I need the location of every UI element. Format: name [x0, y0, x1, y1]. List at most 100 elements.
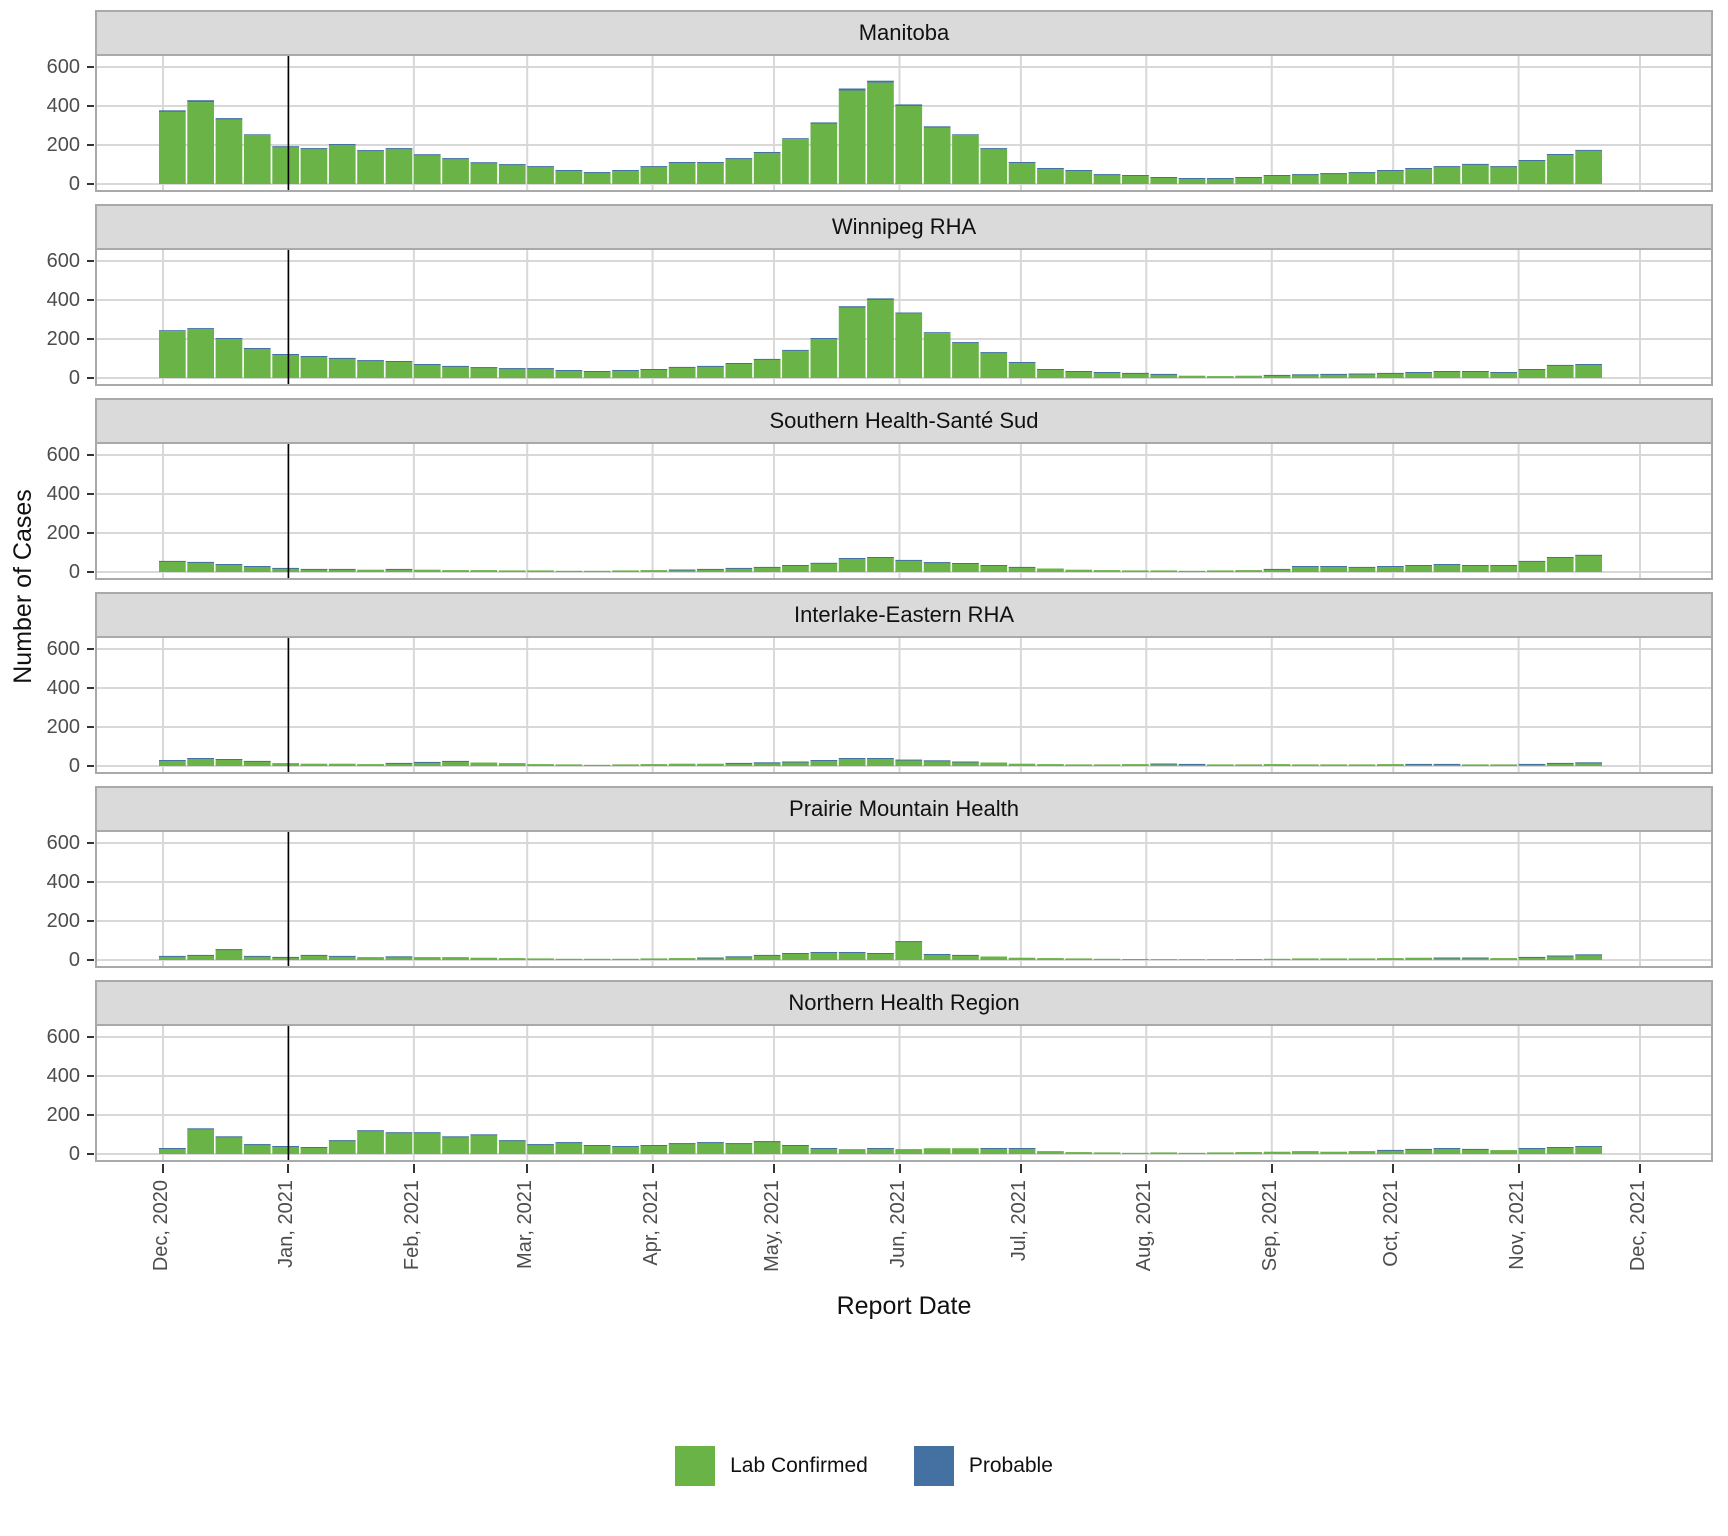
y-axis-tick: [87, 765, 94, 767]
facet-strip: Winnipeg RHA: [95, 204, 1713, 248]
lab-confirmed-bars: [159, 1128, 1602, 1155]
y-tick-label: 0: [68, 1143, 80, 1165]
y-tick-label: 200: [46, 134, 80, 156]
y-tick-label: 600: [46, 1026, 80, 1048]
x-axis-tick: [287, 1164, 290, 1173]
x-tick-label: Dec, 2021: [1627, 1180, 1649, 1272]
y-axis-tick: [87, 144, 94, 146]
x-axis-tick: [1270, 1164, 1273, 1173]
gridlines: [95, 636, 1713, 774]
y-tick-label: 600: [46, 832, 80, 854]
facet-2: Southern Health-Santé Sud 600 400 200 0: [0, 398, 1728, 583]
chart-panel: [95, 248, 1713, 386]
panel-canvas: [95, 248, 1713, 386]
y-tick-label: 400: [46, 95, 80, 117]
x-axis-tick: [526, 1164, 529, 1173]
y-axis-tick: [87, 842, 94, 844]
x-axis-title: Report Date: [836, 1292, 972, 1320]
y-tick-label: 600: [46, 56, 80, 78]
probable-bars: [159, 298, 1602, 376]
x-tick-label: Feb, 2021: [400, 1180, 423, 1271]
panel-canvas: [95, 636, 1713, 774]
facet-5: Northern Health Region 600 400 200 0: [0, 980, 1728, 1165]
lab-confirmed-bars: [159, 300, 1602, 379]
x-axis-tick: [1517, 1164, 1520, 1173]
x-axis-tick: [651, 1164, 654, 1173]
chart-panel: [95, 636, 1713, 774]
facet-strip: Prairie Mountain Health: [95, 786, 1713, 830]
legend: Lab Confirmed Probable: [0, 1446, 1728, 1486]
facet-4: Prairie Mountain Health 600 400 200 0: [0, 786, 1728, 971]
facet-title: Interlake-Eastern RHA: [793, 602, 1015, 627]
facet-title: Winnipeg RHA: [831, 214, 977, 239]
facet-title: Manitoba: [858, 20, 950, 45]
y-tick-label: 600: [46, 444, 80, 466]
panel-canvas: [95, 442, 1713, 580]
x-axis-tick: [773, 1164, 775, 1173]
x-tick-label: Jul, 2021: [1007, 1180, 1030, 1262]
chart-panel: [95, 54, 1713, 192]
y-tick-label: 200: [46, 716, 80, 738]
y-axis-tick: [87, 532, 94, 534]
panel-canvas: [95, 1024, 1713, 1162]
x-axis-tick: [1019, 1164, 1022, 1173]
y-tick-label: 200: [46, 522, 80, 544]
x-axis-tick: [162, 1164, 164, 1173]
x-tick-label: May, 2021: [761, 1180, 783, 1272]
x-axis-tick: [898, 1164, 901, 1173]
x-axis-tick: [412, 1164, 415, 1173]
gridlines: [95, 442, 1713, 580]
y-tick-label: 400: [46, 871, 80, 893]
probable-bars: [159, 1128, 1602, 1151]
panel-canvas: [95, 54, 1713, 192]
facet-strip: Southern Health-Santé Sud: [95, 398, 1713, 442]
facet-1: Winnipeg RHA 600 400 200 0: [0, 204, 1728, 389]
facet-strip: Manitoba: [95, 10, 1713, 54]
probable-bars: [159, 80, 1602, 179]
y-tick-label: 200: [46, 910, 80, 932]
y-axis-tick: [87, 920, 94, 922]
facet-0: Manitoba 600 400 200 0: [0, 10, 1728, 195]
y-axis-tick: [87, 338, 94, 340]
x-tick-label: Mar, 2021: [514, 1180, 537, 1269]
x-axis-tick: [1639, 1164, 1641, 1173]
facet-strip: Northern Health Region: [95, 980, 1713, 1024]
y-axis-tick: [87, 260, 94, 262]
x-tick-label: Jun, 2021: [886, 1180, 909, 1268]
y-tick-label: 200: [46, 1104, 80, 1126]
x-tick-label: Jan, 2021: [275, 1180, 298, 1268]
y-axis-tick: [87, 454, 94, 456]
y-tick-label: 400: [46, 289, 80, 311]
y-axis-tick: [87, 959, 94, 961]
lab-confirmed-bars: [159, 555, 1602, 573]
legend-key-probable: [913, 1446, 954, 1486]
x-axis-tick: [1392, 1164, 1395, 1173]
y-tick-label: 600: [46, 250, 80, 272]
y-axis-tick: [87, 648, 94, 650]
facet-panels: Manitoba 600 400 200 0 Winnipeg RHA 600 400 200 0…: [0, 10, 1728, 1174]
y-axis-tick: [87, 571, 94, 573]
y-tick-label: 0: [68, 755, 80, 777]
y-tick-label: 0: [68, 949, 80, 971]
y-tick-label: 400: [46, 1065, 80, 1087]
y-tick-label: 0: [68, 173, 80, 195]
y-axis-tick: [87, 687, 94, 689]
lab-confirmed-bars: [159, 941, 1602, 960]
x-tick-label: Aug, 2021: [1133, 1180, 1156, 1272]
panel-canvas: [95, 830, 1713, 968]
legend-key-lab-confirmed: [675, 1446, 716, 1486]
x-tick-label: Nov, 2021: [1505, 1180, 1528, 1270]
y-tick-label: 600: [46, 638, 80, 660]
y-axis-tick: [87, 1153, 94, 1155]
y-axis-tick: [87, 493, 94, 495]
x-tick-label: Dec, 2020: [150, 1180, 172, 1272]
chart-panel: [95, 442, 1713, 580]
probable-bars: [159, 758, 1602, 765]
y-tick-label: 400: [46, 483, 80, 505]
y-axis-tick: [87, 299, 94, 301]
chart-panel: [95, 1024, 1713, 1162]
y-tick-label: 200: [46, 328, 80, 350]
x-tick-label: Oct, 2021: [1380, 1180, 1403, 1267]
chart-panel: [95, 830, 1713, 968]
